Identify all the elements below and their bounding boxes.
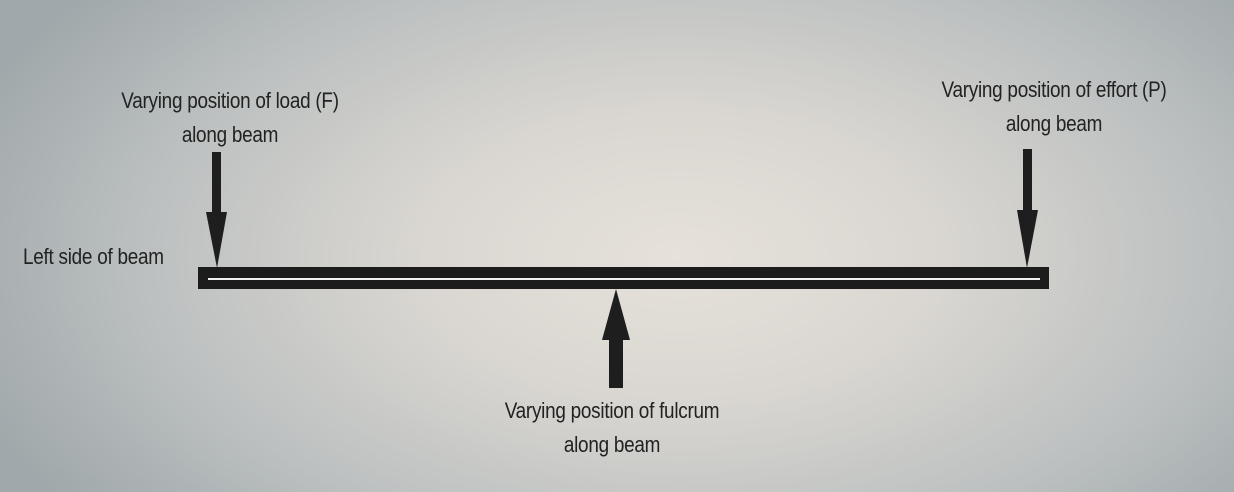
fulcrum-label-line2: along beam (563, 432, 661, 457)
effort-label-line2: along beam (1005, 111, 1103, 136)
fulcrum-arrow (602, 289, 630, 388)
left-side-of-beam-label: Left side of beam (23, 240, 164, 274)
effort-label-line1: Varying position of effort (P) (941, 77, 1167, 102)
effort-position-label: Varying position of effort (P) along bea… (908, 73, 1200, 141)
load-arrow (206, 152, 227, 268)
effort-arrow (1017, 149, 1038, 268)
fulcrum-position-label: Varying position of fulcrum along beam (466, 394, 758, 462)
load-position-label: Varying position of load (F) along beam (84, 84, 376, 152)
beam (198, 267, 1049, 289)
load-label-line1: Varying position of load (F) (121, 88, 339, 113)
fulcrum-label-line1: Varying position of fulcrum (504, 398, 720, 423)
load-label-line2: along beam (181, 122, 279, 147)
left-side-label-text: Left side of beam (23, 244, 164, 269)
